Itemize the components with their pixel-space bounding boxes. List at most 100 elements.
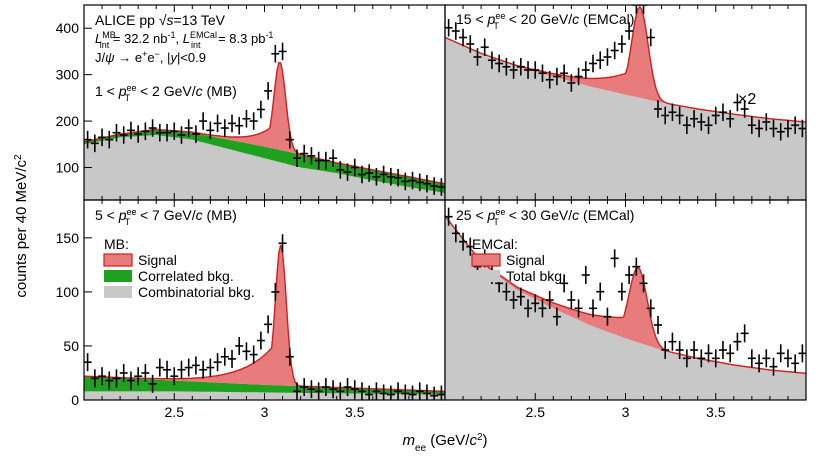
data-point xyxy=(264,82,273,100)
y-tick-label: 50 xyxy=(63,338,79,354)
data-point xyxy=(639,274,648,293)
data-point xyxy=(228,114,237,133)
data-point xyxy=(560,64,569,83)
y-tick-label: 150 xyxy=(56,230,80,246)
data-point xyxy=(574,67,583,86)
data-point xyxy=(177,360,186,379)
data-point xyxy=(661,341,670,359)
header-title: ALICE pp √s=13 TeV xyxy=(95,12,226,28)
total-fit-line xyxy=(84,244,445,393)
data-point xyxy=(603,307,612,326)
signal-area xyxy=(84,244,445,392)
data-point xyxy=(321,378,330,397)
data-point xyxy=(459,28,468,47)
data-point xyxy=(394,382,403,400)
data-point xyxy=(199,112,208,130)
panel-label-emcal-15-20: 15 < pee T < 20 GeV/c (EMCal) xyxy=(456,11,634,31)
data-point xyxy=(278,42,287,61)
scale-annotation: ×2 xyxy=(738,91,756,108)
data-point xyxy=(646,299,655,318)
header-decay: J/ψ → e+e−, |y|<0.9 xyxy=(95,49,206,65)
data-point xyxy=(711,349,720,368)
data-point xyxy=(126,121,135,140)
data-point xyxy=(98,128,107,147)
data-point xyxy=(408,385,417,400)
data-point xyxy=(314,151,323,170)
panel-label-mb-1-2: 1 < pee T < 2 GeV/c (MB) xyxy=(95,83,237,103)
data-point xyxy=(213,114,222,133)
data-point xyxy=(567,74,576,92)
data-point xyxy=(617,35,626,53)
data-point xyxy=(430,177,439,195)
data-point xyxy=(170,122,179,141)
data-point xyxy=(278,234,287,253)
data-point xyxy=(401,172,410,191)
data-point xyxy=(726,344,735,363)
data-point xyxy=(697,113,706,131)
data-point xyxy=(589,299,598,318)
data-point xyxy=(516,57,525,76)
data-point xyxy=(531,294,540,313)
data-point xyxy=(191,356,200,375)
data-point xyxy=(386,168,395,186)
data-point xyxy=(105,371,114,390)
data-point xyxy=(321,151,330,170)
legend-entry: Combinatorial bkg. xyxy=(138,284,255,300)
data-point xyxy=(466,35,475,53)
data-point xyxy=(495,54,504,73)
data-point xyxy=(422,174,431,193)
data-point xyxy=(343,378,352,397)
data-point xyxy=(589,54,598,73)
data-point xyxy=(408,171,417,190)
data-point xyxy=(220,119,229,137)
data-point xyxy=(213,353,222,372)
data-point xyxy=(451,224,460,243)
data-point xyxy=(206,358,215,377)
data-point xyxy=(184,119,193,137)
data-point xyxy=(646,28,655,47)
data-point xyxy=(791,116,800,135)
data-point xyxy=(163,123,172,142)
data-point xyxy=(480,38,489,57)
data-point xyxy=(379,165,388,184)
data-point xyxy=(704,116,713,135)
data-point xyxy=(726,109,735,128)
data-point xyxy=(90,134,99,153)
data-point xyxy=(256,331,265,350)
data-point xyxy=(134,367,143,386)
data-point xyxy=(581,266,590,284)
data-point xyxy=(502,57,511,76)
y-tick-label: 400 xyxy=(56,20,80,36)
y-tick-label: 100 xyxy=(56,284,80,300)
y-tick-label: 200 xyxy=(56,113,80,129)
data-point xyxy=(718,103,727,122)
data-point xyxy=(625,266,634,284)
data-point xyxy=(163,360,172,379)
data-point xyxy=(632,257,641,276)
y-tick-label: 0 xyxy=(71,392,79,408)
data-point xyxy=(574,299,583,318)
data-point xyxy=(466,237,475,256)
data-point xyxy=(610,41,619,60)
data-point xyxy=(329,149,338,167)
y-tick-label: 100 xyxy=(56,160,80,176)
data-point xyxy=(502,282,511,301)
data-point xyxy=(155,358,164,377)
data-point xyxy=(235,116,244,135)
data-point xyxy=(285,347,294,366)
data-point xyxy=(538,64,547,83)
data-point xyxy=(632,5,641,14)
data-point xyxy=(776,344,785,363)
data-point xyxy=(509,291,518,309)
data-point xyxy=(733,93,742,112)
data-point xyxy=(372,168,381,186)
data-point xyxy=(755,119,764,138)
legend-title: MB: xyxy=(104,236,129,252)
y-tick-label: 300 xyxy=(56,67,80,83)
total-fit-line xyxy=(445,5,806,123)
data-point xyxy=(235,336,244,355)
x-tick-label: 3.5 xyxy=(706,404,726,420)
